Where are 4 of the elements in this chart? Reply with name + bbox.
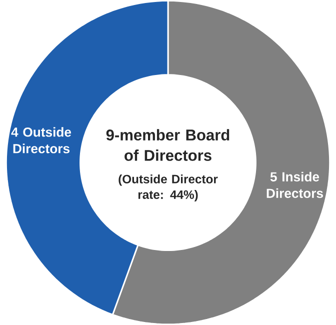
slice-label: 5 Inside Directors (266, 172, 323, 198)
text: 9-member Board of Directors (106, 129, 230, 161)
text: (Outside Director rate: 44%) (118, 174, 218, 202)
slice-label: 4 Outside Directors (11, 127, 72, 154)
